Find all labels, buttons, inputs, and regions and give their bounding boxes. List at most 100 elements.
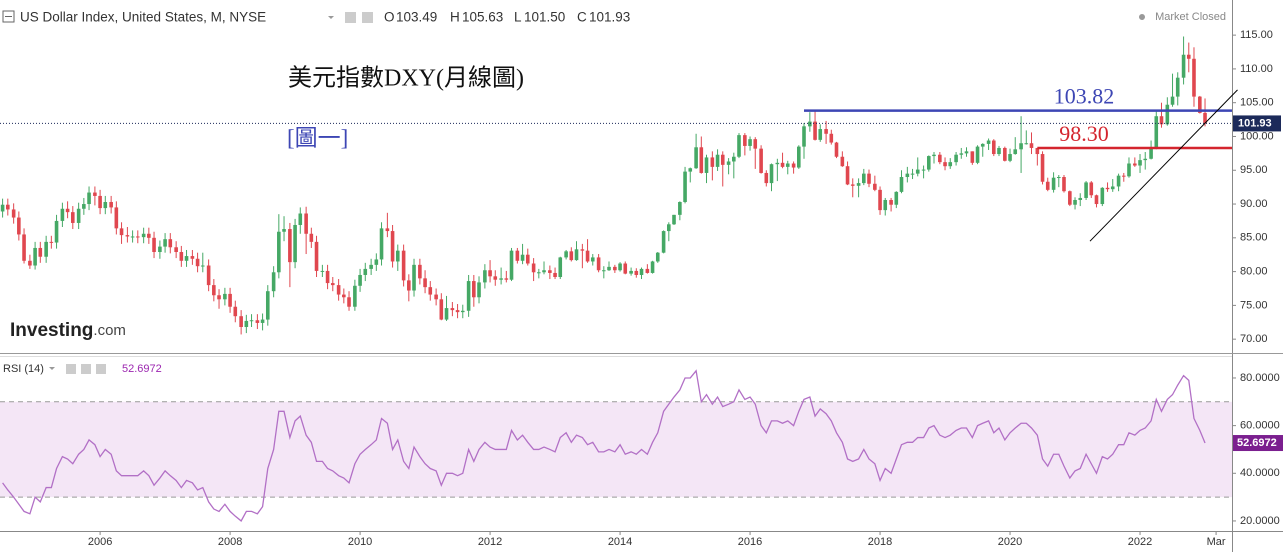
candle-body bbox=[743, 135, 747, 146]
candle-body bbox=[401, 250, 406, 281]
candle-body bbox=[38, 247, 43, 257]
candle-body bbox=[466, 281, 471, 311]
settings-icon[interactable] bbox=[96, 364, 106, 374]
candle-body bbox=[265, 291, 270, 320]
candle-body bbox=[678, 202, 682, 215]
candle-body bbox=[553, 272, 557, 278]
candle-body bbox=[970, 151, 975, 163]
rsi-y-tick-label: 20.0000 bbox=[1240, 515, 1280, 527]
candle-body bbox=[1100, 187, 1105, 205]
last-price-tag bbox=[1233, 115, 1281, 132]
candle-body bbox=[780, 162, 785, 167]
y-tick-label: 70.00 bbox=[1240, 333, 1268, 345]
candle-body bbox=[60, 208, 65, 221]
candle-body bbox=[190, 256, 195, 259]
symbol-name[interactable]: US Dollar Index, United States, M, NYSE bbox=[20, 10, 266, 25]
figure-label: [圖一] bbox=[287, 125, 348, 150]
candle-body bbox=[260, 319, 265, 323]
candle-body bbox=[444, 308, 449, 320]
candle-body bbox=[390, 231, 395, 262]
market-status: Market Closed bbox=[1155, 11, 1226, 23]
y-tick-label: 75.00 bbox=[1240, 299, 1268, 311]
candle-body bbox=[320, 270, 325, 272]
candle-body bbox=[76, 208, 81, 223]
settings-icon[interactable] bbox=[81, 364, 91, 374]
candle-body bbox=[135, 236, 140, 238]
candle-body bbox=[537, 272, 541, 274]
candle-body bbox=[574, 249, 579, 261]
annotation-title: 美元指數DXY(月線圖) bbox=[288, 65, 524, 92]
candle-body bbox=[493, 276, 498, 280]
candle-body bbox=[98, 195, 102, 209]
candle-body bbox=[87, 192, 91, 205]
candle-body bbox=[704, 157, 709, 173]
candle-body bbox=[130, 236, 135, 238]
candle-body bbox=[293, 224, 297, 263]
x-tick-label: Mar bbox=[1207, 536, 1226, 548]
candle-body bbox=[818, 129, 823, 140]
status-dot bbox=[1139, 14, 1145, 20]
candle-body bbox=[986, 140, 991, 144]
candle-body bbox=[1019, 143, 1023, 150]
settings-icon[interactable] bbox=[66, 364, 76, 374]
candle-body bbox=[54, 220, 59, 243]
candle-body bbox=[1089, 182, 1094, 196]
candle-body bbox=[1116, 175, 1121, 187]
candle-body bbox=[33, 247, 37, 266]
rsi-label: RSI (14) bbox=[3, 363, 44, 375]
candle-body bbox=[1078, 197, 1083, 200]
candle-body bbox=[439, 299, 444, 320]
ohlc-label: H bbox=[450, 10, 460, 25]
candle-body bbox=[1192, 58, 1196, 97]
candle-body bbox=[688, 168, 693, 172]
candle-body bbox=[753, 139, 758, 149]
candle-body bbox=[558, 257, 563, 278]
logo: Investing.com bbox=[10, 320, 126, 341]
candle-body bbox=[1003, 147, 1007, 161]
candle-body bbox=[239, 316, 243, 328]
candle-body bbox=[379, 228, 384, 260]
candle-body bbox=[775, 162, 780, 165]
candle-body bbox=[564, 251, 568, 258]
candle-body bbox=[683, 171, 687, 203]
candle-body bbox=[894, 191, 899, 205]
candle-body bbox=[152, 237, 156, 253]
candle-body bbox=[1051, 177, 1056, 190]
candle-body bbox=[1186, 54, 1191, 59]
x-tick-label: 2018 bbox=[868, 536, 892, 548]
candle-body bbox=[184, 256, 189, 261]
dropdown-arrow[interactable] bbox=[328, 16, 334, 19]
candle-body bbox=[174, 247, 178, 253]
candle-body bbox=[845, 166, 850, 185]
logo-text: Investing bbox=[10, 320, 93, 341]
candle-body bbox=[748, 139, 752, 146]
candle-body bbox=[531, 263, 536, 273]
candle-body bbox=[1073, 199, 1077, 205]
settings-icon[interactable] bbox=[345, 12, 356, 23]
x-tick-label: 2016 bbox=[738, 536, 762, 548]
dropdown-arrow[interactable] bbox=[49, 367, 55, 370]
candle-body bbox=[249, 320, 254, 322]
candle-body bbox=[813, 121, 817, 140]
y-tick-label: 100.00 bbox=[1240, 130, 1274, 142]
candle-body bbox=[277, 231, 281, 273]
rsi-tag-label: 52.6972 bbox=[1237, 437, 1277, 449]
candle-body bbox=[1094, 195, 1099, 205]
candle-body bbox=[883, 199, 888, 211]
candle-body bbox=[44, 241, 48, 257]
rsi-current-value: 52.6972 bbox=[122, 363, 162, 375]
candle-body bbox=[1181, 54, 1186, 78]
candle-body bbox=[228, 293, 232, 307]
candle-body bbox=[607, 266, 611, 271]
candle-body bbox=[856, 183, 861, 186]
candle-body bbox=[1149, 147, 1153, 159]
candle-body bbox=[369, 264, 373, 269]
y-tick-label: 105.00 bbox=[1240, 97, 1274, 109]
candle-body bbox=[1170, 96, 1175, 105]
settings-icon[interactable] bbox=[362, 12, 373, 23]
candle-body bbox=[223, 293, 227, 300]
candle-body bbox=[613, 266, 617, 271]
candle-body bbox=[569, 251, 574, 261]
candle-body bbox=[17, 217, 21, 235]
